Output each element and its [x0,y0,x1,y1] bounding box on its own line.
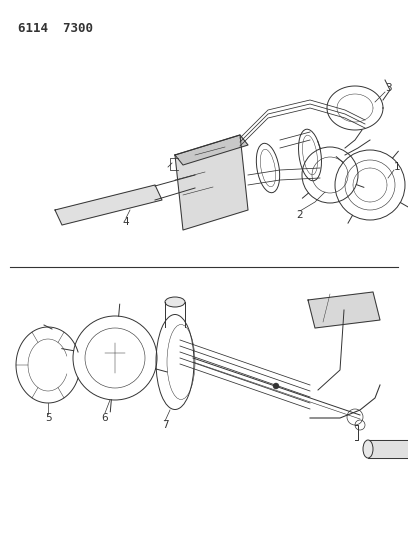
Text: 3: 3 [385,83,391,93]
Text: 2: 2 [297,210,303,220]
Polygon shape [368,440,408,458]
Text: 5: 5 [45,413,51,423]
Text: 6114  7300: 6114 7300 [18,22,93,35]
Text: 1: 1 [394,162,400,172]
Polygon shape [175,135,248,230]
Polygon shape [175,135,248,165]
Ellipse shape [363,440,373,458]
Text: 4: 4 [123,217,129,227]
Text: 7: 7 [162,420,169,430]
Polygon shape [55,185,162,225]
Text: 6: 6 [102,413,108,423]
Ellipse shape [165,297,185,307]
Circle shape [273,383,279,389]
Polygon shape [308,292,380,328]
